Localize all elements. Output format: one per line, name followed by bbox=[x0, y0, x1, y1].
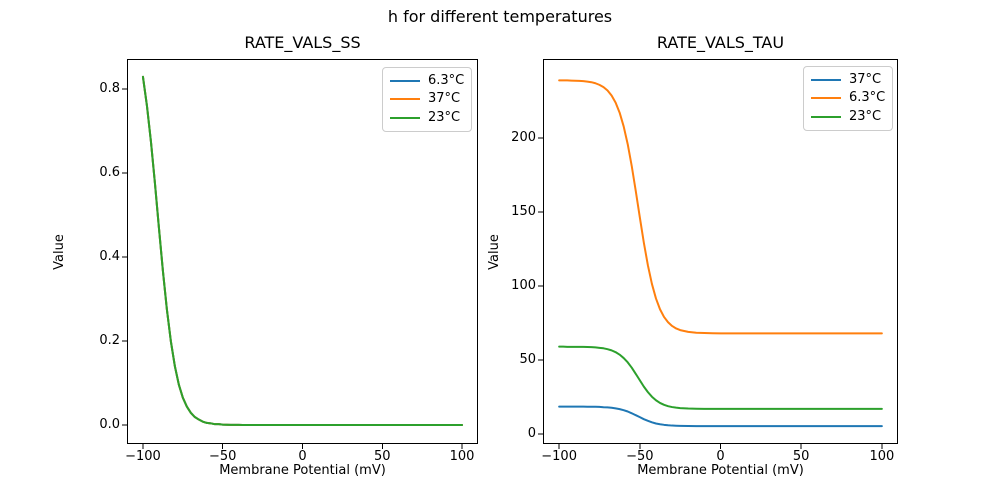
figure-title: h for different temperatures bbox=[387, 7, 613, 26]
legend-entry-label: 37°C bbox=[849, 72, 882, 88]
y-tick-label: 150 bbox=[511, 203, 536, 219]
curve-23-c bbox=[558, 345, 883, 410]
legend-entry-37-c: 37°C bbox=[811, 71, 885, 89]
x-tick-label: 50 bbox=[373, 449, 391, 464]
legend-entry-label: 37°C bbox=[428, 91, 461, 107]
y-tick-label: 0.6 bbox=[99, 164, 120, 180]
y-tick-label: 200 bbox=[511, 130, 536, 145]
legend-entry-23-c: 23°C bbox=[390, 109, 464, 127]
y-tick-label: 0.2 bbox=[99, 333, 120, 348]
legend-line-swatch bbox=[811, 115, 841, 118]
x-tick-label: 0 bbox=[716, 449, 725, 464]
x-tick-label: −50 bbox=[209, 449, 237, 464]
legend-line-swatch bbox=[811, 79, 841, 82]
x-tick-label: −100 bbox=[541, 449, 577, 464]
legend-entry-23-c: 23°C bbox=[811, 108, 885, 126]
legend-entry-6-3-c: 6.3°C bbox=[811, 89, 885, 107]
legend-line-swatch bbox=[390, 80, 420, 83]
axes-spines bbox=[127, 59, 478, 444]
y-tick-label: 0.0 bbox=[99, 417, 120, 432]
curve-6-3-c bbox=[558, 79, 883, 335]
legend-entry-6-3-c: 6.3°C bbox=[390, 72, 464, 90]
ss-y-axis-label: Value bbox=[52, 234, 67, 270]
y-tick-label: 0.4 bbox=[99, 249, 120, 264]
plot-area bbox=[141, 75, 464, 427]
x-tick-label: 50 bbox=[792, 449, 810, 464]
x-tick-label: 100 bbox=[869, 449, 895, 464]
ss-x-axis-label: Membrane Potential (mV) bbox=[219, 463, 386, 478]
axes-spines bbox=[543, 59, 898, 444]
x-tick-label: 0 bbox=[298, 449, 307, 464]
y-tick-label: 100 bbox=[511, 277, 536, 293]
curve-37-c bbox=[558, 405, 883, 428]
x-tick-label: 100 bbox=[449, 449, 475, 464]
tau-legend: 37°C 6.3°C 23°C bbox=[803, 66, 893, 131]
ss-legend: 6.3°C 37°C 23°C bbox=[382, 67, 472, 132]
legend-entry-label: 6.3°C bbox=[428, 73, 465, 89]
plot-area bbox=[558, 79, 883, 428]
tau-y-axis-label: Value bbox=[487, 234, 502, 270]
tau-x-axis-label: Membrane Potential (mV) bbox=[637, 463, 804, 478]
y-tick-label: 0.8 bbox=[99, 80, 120, 96]
x-tick-label: −50 bbox=[626, 449, 654, 464]
legend-entry-label: 23°C bbox=[428, 109, 461, 125]
y-tick-label: 50 bbox=[519, 351, 536, 367]
legend-entry-label: 23°C bbox=[849, 108, 882, 124]
ss-plot-title: RATE_VALS_SS bbox=[244, 33, 361, 52]
legend-entry-37-c: 37°C bbox=[390, 90, 464, 108]
y-tick-label: 0 bbox=[527, 425, 536, 441]
legend-line-swatch bbox=[390, 116, 420, 119]
legend-line-swatch bbox=[390, 98, 420, 101]
legend-line-swatch bbox=[811, 97, 841, 100]
legend-entry-label: 6.3°C bbox=[849, 90, 886, 106]
tau-plot-title: RATE_VALS_TAU bbox=[656, 33, 785, 52]
curve-23-c bbox=[141, 75, 464, 427]
x-tick-label: −100 bbox=[125, 449, 161, 464]
